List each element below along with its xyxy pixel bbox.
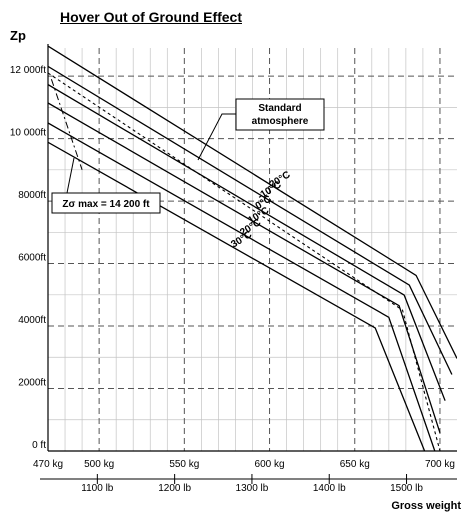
zp-max-leader bbox=[66, 157, 75, 194]
standard-atmosphere-line bbox=[48, 72, 441, 451]
x-tick-label-kg: 500 kg bbox=[84, 459, 114, 470]
series-line bbox=[48, 122, 436, 451]
series-line bbox=[48, 84, 446, 401]
y-tick-label: 4000ft bbox=[18, 315, 46, 326]
x-tick-label-lb: 1200 lb bbox=[158, 483, 191, 494]
series-line bbox=[48, 46, 457, 359]
x-tick-label-kg: 700 kg bbox=[425, 459, 455, 470]
standard-atmosphere-leader bbox=[197, 113, 236, 161]
series-line bbox=[48, 102, 441, 434]
x-tick-label-kg: 470 kg bbox=[33, 459, 63, 470]
standard-atmosphere-text: Standard bbox=[258, 103, 301, 114]
x-axis-label: Gross weight bbox=[391, 500, 461, 512]
y-tick-label: 2000ft bbox=[18, 378, 46, 389]
zp-max-text: Zσ max = 14 200 ft bbox=[62, 199, 150, 210]
x-tick-label-lb: 1100 lb bbox=[81, 483, 114, 494]
y-tick-label: 12 000ft bbox=[10, 65, 46, 76]
standard-atmosphere-text: atmosphere bbox=[252, 116, 309, 127]
x-tick-label-lb: 1400 lb bbox=[313, 483, 346, 494]
zp-max-box bbox=[51, 192, 161, 214]
y-tick-label: 8000ft bbox=[18, 190, 46, 201]
series-line bbox=[48, 65, 453, 375]
x-tick-label-kg: 550 kg bbox=[169, 459, 199, 470]
x-tick-label-lb: 1300 lb bbox=[236, 483, 269, 494]
x-tick-label-kg: 600 kg bbox=[255, 459, 285, 470]
x-tick-label-lb: 1500 lb bbox=[390, 483, 423, 494]
chart-title: Hover Out of Ground Effect bbox=[60, 9, 242, 25]
y-axis-label: Zp bbox=[10, 28, 26, 43]
y-tick-label: 6000ft bbox=[18, 253, 46, 264]
x-tick-label-kg: 650 kg bbox=[340, 459, 370, 470]
y-tick-label: 0 ft bbox=[32, 440, 46, 451]
y-tick-label: 10 000ft bbox=[10, 128, 46, 139]
zp-max-line bbox=[50, 79, 83, 170]
